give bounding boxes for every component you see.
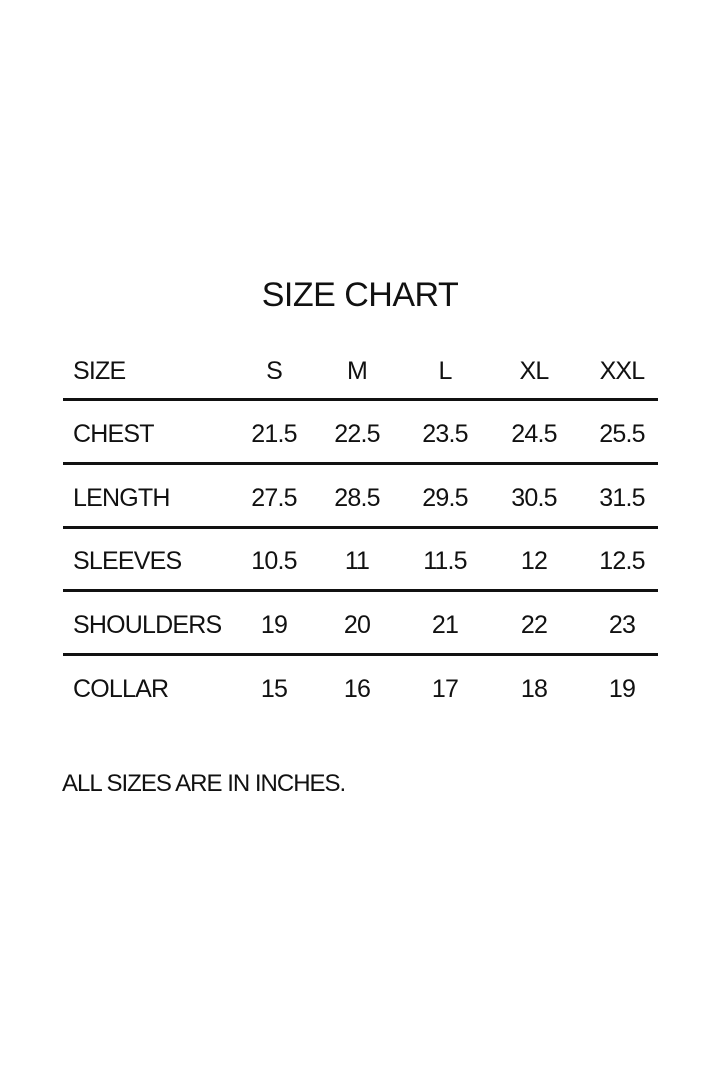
measurement-value: 11 [344,547,370,575]
row-label: LENGTH [73,484,170,512]
row-label: COLLAR [73,675,169,703]
measurement-value: 15 [260,675,288,703]
measurement-value: 11.5 [423,547,467,575]
table-row: COLLAR 15 16 17 18 19 [0,669,720,709]
measurement-value: 20 [343,611,371,639]
divider [63,526,658,529]
measurement-value: 16 [343,675,371,703]
measurement-value: 19 [608,675,636,703]
measurement-value: 25.5 [599,420,645,448]
measurement-value: 23 [608,611,636,639]
measurement-value: 18 [520,675,548,703]
header-size: XXL [599,357,646,385]
row-label: SLEEVES [73,547,182,575]
header-label: SIZE [73,357,126,385]
divider [63,589,658,592]
measurement-value: 17 [431,675,459,703]
divider [63,398,658,401]
measurement-value: 22.5 [334,420,380,448]
units-note: ALL SIZES ARE IN INCHES. [62,770,346,797]
table-row: SLEEVES 10.5 11 11.5 12 12.5 [0,541,720,581]
measurement-value: 21 [431,611,459,639]
row-label: CHEST [73,420,155,448]
measurement-value: 29.5 [422,484,468,512]
divider [63,653,658,656]
table-row: CHEST 21.5 22.5 23.5 24.5 25.5 [0,414,720,454]
divider [63,462,658,465]
measurement-value: 28.5 [334,484,380,512]
table-row: SHOULDERS 19 20 21 22 23 [0,605,720,645]
measurement-value: 22 [520,611,548,639]
measurement-value: 10.5 [251,547,297,575]
table-row: LENGTH 27.5 28.5 29.5 30.5 31.5 [0,478,720,518]
measurement-value: 12 [520,547,548,575]
measurement-value: 27.5 [251,484,297,512]
table-header-row: SIZE S M L XL XXL [0,351,720,391]
header-size: L [438,357,452,385]
measurement-value: 19 [260,611,288,639]
measurement-value: 30.5 [511,484,557,512]
measurement-value: 31.5 [599,484,645,512]
measurement-value: 12.5 [599,547,645,575]
measurement-value: 24.5 [511,420,557,448]
header-size: S [266,357,283,385]
header-size: XL [519,357,550,385]
measurement-value: 23.5 [422,420,468,448]
row-label: SHOULDERS [73,611,222,639]
header-size: M [346,357,368,385]
page-title: SIZE CHART [261,276,459,314]
measurement-value: 21.5 [251,420,297,448]
